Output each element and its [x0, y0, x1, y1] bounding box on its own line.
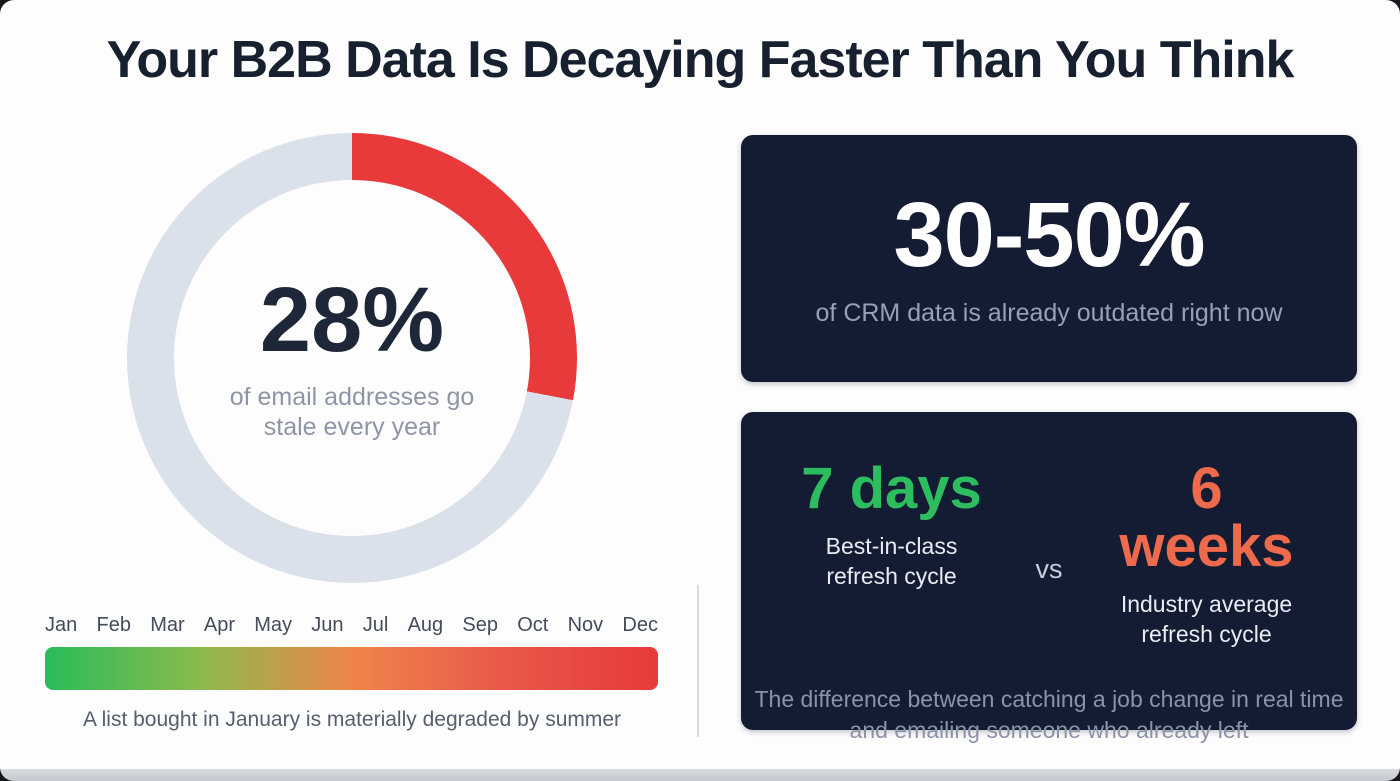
donut-subtitle: of email addresses go stale every year — [229, 383, 475, 441]
stat-card-refresh: 7 days Best-in-class refresh cycle vs 6 … — [741, 412, 1357, 743]
donut-chart: 28% of email addresses go stale every ye… — [127, 133, 577, 583]
industry-average-column: 6 weeks Industry average refresh cycle — [1097, 460, 1317, 650]
month-label: May — [254, 614, 293, 636]
stat-card-outdated: 30-50% of CRM data is already outdated r… — [741, 135, 1357, 382]
outdated-stat: 30-50% — [893, 184, 1205, 286]
footer-strip — [0, 769, 1400, 781]
month-axis: Jan Feb Mar Apr May Jun Jul Aug Sep Oct … — [45, 614, 658, 637]
month-label: Mar — [150, 614, 185, 636]
industry-average-stat: 6 weeks — [1119, 456, 1294, 579]
decay-gradient-bar — [45, 647, 658, 690]
best-in-class-column: 7 days Best-in-class refresh cycle — [782, 460, 1002, 592]
month-label: Jan — [45, 614, 78, 636]
month-label: Feb — [96, 614, 131, 636]
vertical-divider — [697, 585, 699, 737]
month-label: Nov — [567, 614, 604, 636]
month-label: Sep — [462, 614, 498, 636]
month-label: Apr — [203, 614, 235, 636]
decay-caption: A list bought in January is materially d… — [82, 708, 622, 731]
month-label: Oct — [517, 614, 549, 636]
month-label: Jun — [311, 614, 344, 636]
page-title: Your B2B Data Is Decaying Faster Than Yo… — [106, 31, 1295, 89]
industry-average-label: Industry average refresh cycle — [1120, 591, 1293, 647]
donut-value: 28% — [259, 269, 445, 371]
best-in-class-stat: 7 days — [801, 456, 982, 521]
outdated-subtitle: of CRM data is already outdated right no… — [815, 299, 1283, 327]
refresh-comparison-row: 7 days Best-in-class refresh cycle vs 6 … — [741, 412, 1357, 650]
refresh-footnote: The difference between catching a job ch… — [754, 685, 1344, 743]
month-label: Aug — [407, 614, 444, 636]
donut-center: 28% of email addresses go stale every ye… — [174, 180, 530, 536]
best-in-class-label: Best-in-class refresh cycle — [825, 533, 958, 589]
vs-label: vs — [1035, 554, 1063, 584]
month-label: Dec — [622, 614, 658, 636]
month-label: Jul — [362, 614, 389, 636]
